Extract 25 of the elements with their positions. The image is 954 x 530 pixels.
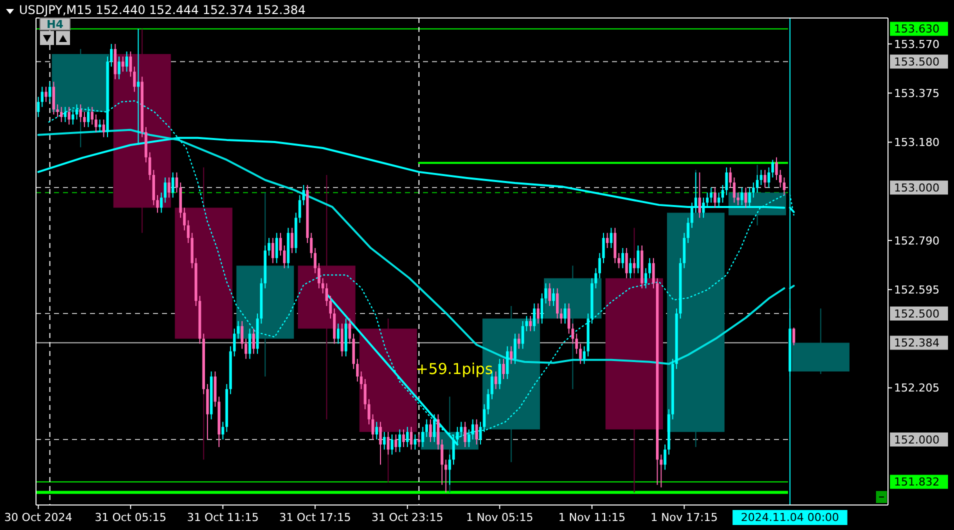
y-tick-label: 153.375 bbox=[894, 86, 940, 100]
y-tick-label: 153.180 bbox=[894, 136, 940, 150]
text: H4 bbox=[46, 18, 64, 31]
x-tick-label: 1 Nov 05:15 bbox=[466, 511, 534, 524]
ref-line-label: 152.500 bbox=[894, 307, 940, 320]
x-tick-label: 31 Oct 05:15 bbox=[94, 511, 166, 524]
ref-line-label: 151.832 bbox=[894, 476, 940, 489]
x-tick-label: 31 Oct 11:15 bbox=[186, 511, 259, 524]
x-tick-label: 31 Oct 17:15 bbox=[279, 511, 351, 524]
x-tick-label: 1 Nov 17:15 bbox=[650, 511, 718, 524]
y-tick-label: 152.790 bbox=[894, 234, 940, 248]
ref-line-label: 153.630 bbox=[894, 22, 940, 36]
x-tick-label: 1 Nov 11:15 bbox=[558, 511, 626, 524]
x-tick-label: 2024.11.04 00:00 bbox=[740, 511, 840, 524]
chart-title: USDJPY,M15 152.440 152.444 152.374 152.384 bbox=[19, 3, 306, 17]
ref-line-label: 153.500 bbox=[894, 55, 940, 68]
ref-line-label: 152.000 bbox=[894, 433, 940, 446]
ref-line-label: 153.000 bbox=[894, 181, 940, 194]
x-tick-label: 31 Oct 23:15 bbox=[372, 511, 444, 524]
annotation: +59.1pips bbox=[416, 360, 493, 378]
y-tick-label: 152.205 bbox=[894, 382, 940, 395]
ref-line-label: 152.384 bbox=[894, 336, 940, 350]
y-tick-label: 152.595 bbox=[894, 283, 940, 296]
y-tick-label: 153.570 bbox=[894, 38, 940, 51]
x-tick-label: 30 Oct 2024 bbox=[4, 511, 72, 524]
